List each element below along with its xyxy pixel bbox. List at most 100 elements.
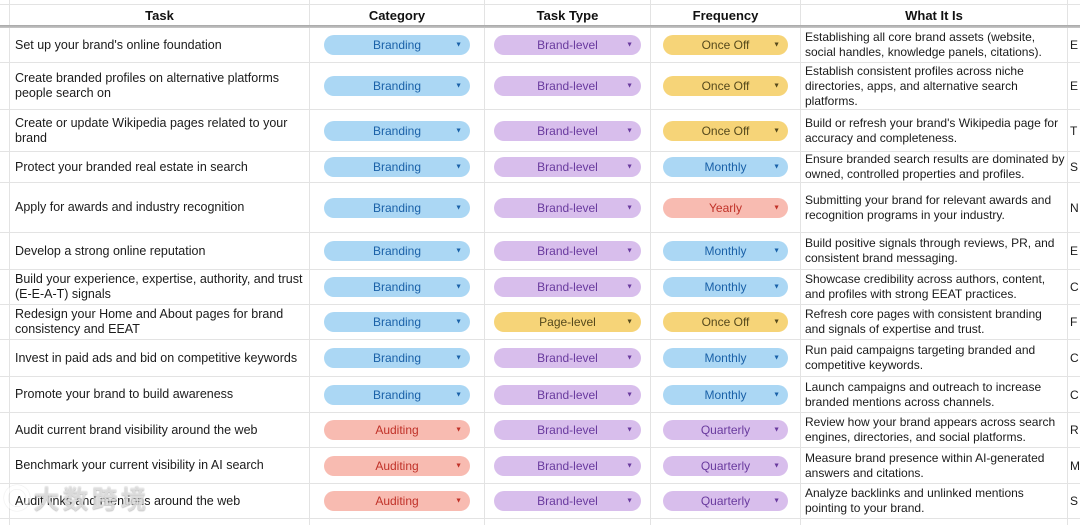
category-cell: Branding ▼: [310, 340, 485, 376]
table-row: Apply for awards and industry recognitio…: [0, 183, 1080, 233]
frequency-dropdown[interactable]: Monthly ▼: [663, 384, 788, 405]
category-dropdown[interactable]: Auditing ▼: [324, 491, 470, 511]
chevron-down-icon: ▼: [626, 318, 633, 326]
what-it-is-cell[interactable]: Review how your brand appears across sea…: [801, 413, 1068, 447]
task-cell[interactable]: Audit current brand visibility around th…: [10, 413, 310, 447]
table-row: Set up your brand's online foundation Br…: [0, 28, 1080, 63]
frequency-dropdown[interactable]: Yearly ▼: [663, 197, 788, 218]
task-type-value: Brand-level: [537, 280, 598, 294]
category-dropdown[interactable]: Branding ▼: [324, 157, 470, 177]
chevron-down-icon: ▼: [626, 497, 633, 505]
column-header-what-it-is[interactable]: What It Is: [801, 5, 1068, 25]
what-it-is-cell[interactable]: Build or refresh your brand's Wikipedia …: [801, 110, 1068, 151]
frequency-dropdown[interactable]: Once Off ▼: [663, 312, 788, 332]
task-cell[interactable]: Create branded profiles on alternative p…: [10, 63, 310, 109]
frequency-dropdown[interactable]: Quarterly ▼: [663, 455, 788, 476]
frequency-dropdown[interactable]: Monthly ▼: [663, 157, 788, 177]
category-dropdown[interactable]: Auditing ▼: [324, 420, 470, 440]
what-it-is-cell[interactable]: Launch campaigns and outreach to increas…: [801, 377, 1068, 412]
frequency-dropdown[interactable]: Quarterly ▼: [663, 420, 788, 440]
category-cell: Branding ▼: [310, 270, 485, 304]
what-it-is-cell[interactable]: Submitting your brand for relevant award…: [801, 183, 1068, 232]
category-dropdown[interactable]: Branding ▼: [324, 76, 470, 96]
table-row: Protect your branded real estate in sear…: [0, 152, 1080, 183]
next-column-cell: E: [1068, 28, 1080, 62]
task-type-dropdown[interactable]: Brand-level ▼: [494, 157, 641, 177]
task-cell[interactable]: Promote your brand to build awareness: [10, 377, 310, 412]
task-cell[interactable]: Set up your brand's online foundation: [10, 28, 310, 62]
frequency-value: Monthly: [704, 387, 747, 402]
what-it-is-text: Ensure branded search results are domina…: [805, 152, 1065, 181]
what-it-is-cell[interactable]: Build positive signals through reviews, …: [801, 233, 1068, 269]
column-header-category[interactable]: Category: [310, 5, 485, 25]
task-type-cell: Brand-level ▼: [485, 28, 651, 62]
category-dropdown[interactable]: Branding ▼: [324, 120, 470, 141]
what-it-is-cell[interactable]: Analyze backlinks and unlinked mentions …: [801, 484, 1068, 518]
column-header-task-type[interactable]: Task Type: [485, 5, 651, 25]
category-dropdown[interactable]: Branding ▼: [324, 241, 470, 261]
task-type-dropdown[interactable]: Brand-level ▼: [494, 491, 641, 511]
clipped-next-column-text: S: [1070, 494, 1079, 508]
category-dropdown[interactable]: Auditing ▼: [324, 455, 470, 476]
task-type-dropdown[interactable]: Brand-level ▼: [494, 384, 641, 405]
task-type-value: Brand-level: [537, 494, 598, 508]
task-type-dropdown[interactable]: Brand-level ▼: [494, 348, 641, 368]
clipped-next-column-text: E: [1070, 79, 1079, 93]
chevron-down-icon: ▼: [773, 127, 780, 134]
task-cell[interactable]: Benchmark your current visibility in AI …: [10, 448, 310, 483]
frequency-value: Quarterly: [700, 458, 751, 473]
task-type-dropdown[interactable]: Brand-level ▼: [494, 197, 641, 218]
what-it-is-cell[interactable]: Run paid campaigns targeting branded and…: [801, 340, 1068, 376]
what-it-is-cell[interactable]: Establish consistent profiles across nic…: [801, 63, 1068, 109]
task-cell[interactable]: Create or update Wikipedia pages related…: [10, 110, 310, 151]
task-cell[interactable]: Protect your branded real estate in sear…: [10, 152, 310, 182]
category-dropdown[interactable]: Branding ▼: [324, 384, 470, 405]
what-it-is-text: Build or refresh your brand's Wikipedia …: [805, 115, 1059, 145]
frequency-dropdown[interactable]: Quarterly ▼: [663, 491, 788, 511]
task-type-dropdown[interactable]: Brand-level ▼: [494, 455, 641, 476]
task-cell[interactable]: Develop a strong online reputation: [10, 233, 310, 269]
task-type-dropdown[interactable]: Brand-level ▼: [494, 277, 641, 297]
what-it-is-cell[interactable]: Establishing all core brand assets (webs…: [801, 28, 1068, 62]
chevron-down-icon: ▼: [455, 497, 462, 505]
frequency-dropdown[interactable]: Once Off ▼: [663, 120, 788, 141]
task-type-dropdown[interactable]: Page-level ▼: [494, 312, 641, 332]
task-type-dropdown[interactable]: Brand-level ▼: [494, 420, 641, 440]
next-column-cell: C: [1068, 377, 1080, 412]
frequency-value: Once Off: [701, 123, 750, 138]
next-column-cell: F: [1068, 305, 1080, 339]
frequency-dropdown[interactable]: Monthly ▼: [663, 348, 788, 368]
frequency-cell: Once Off ▼: [651, 28, 801, 62]
task-type-dropdown[interactable]: Brand-level ▼: [494, 35, 641, 55]
category-dropdown[interactable]: Branding ▼: [324, 348, 470, 368]
frequency-value: Yearly: [709, 200, 742, 215]
task-type-dropdown[interactable]: Brand-level ▼: [494, 120, 641, 141]
category-dropdown[interactable]: Branding ▼: [324, 312, 470, 332]
what-it-is-cell[interactable]: Refresh core pages with consistent brand…: [801, 305, 1068, 339]
category-dropdown[interactable]: Branding ▼: [324, 197, 470, 218]
task-cell[interactable]: Apply for awards and industry recognitio…: [10, 183, 310, 232]
what-it-is-cell[interactable]: Measure brand presence within AI-generat…: [801, 448, 1068, 483]
task-type-dropdown[interactable]: Brand-level ▼: [494, 241, 641, 261]
task-cell[interactable]: Redesign your Home and About pages for b…: [10, 305, 310, 339]
frequency-dropdown[interactable]: Once Off ▼: [663, 35, 788, 55]
category-dropdown[interactable]: Branding ▼: [324, 35, 470, 55]
category-value: Branding: [372, 315, 422, 329]
task-type-dropdown[interactable]: Brand-level ▼: [494, 76, 641, 96]
column-header-frequency[interactable]: Frequency: [651, 5, 801, 25]
task-cell[interactable]: Build your experience, expertise, author…: [10, 270, 310, 304]
frequency-dropdown[interactable]: Once Off ▼: [663, 76, 788, 96]
column-header-task[interactable]: Task: [10, 5, 310, 25]
chevron-down-icon: ▼: [626, 163, 633, 171]
what-it-is-cell[interactable]: Showcase credibility across authors, con…: [801, 270, 1068, 304]
category-dropdown[interactable]: Branding ▼: [324, 277, 470, 297]
frequency-dropdown[interactable]: Monthly ▼: [663, 277, 788, 297]
table-row: Build your experience, expertise, author…: [0, 270, 1080, 305]
task-cell[interactable]: Audit links and mentions around the web: [10, 484, 310, 518]
frequency-dropdown[interactable]: Monthly ▼: [663, 241, 788, 261]
task-text: Audit current brand visibility around th…: [15, 422, 258, 437]
task-cell[interactable]: Invest in paid ads and bid on competitiv…: [10, 340, 310, 376]
header-label: Frequency: [692, 7, 759, 23]
what-it-is-cell[interactable]: Ensure branded search results are domina…: [801, 152, 1068, 182]
category-cell: Auditing ▼: [310, 413, 485, 447]
